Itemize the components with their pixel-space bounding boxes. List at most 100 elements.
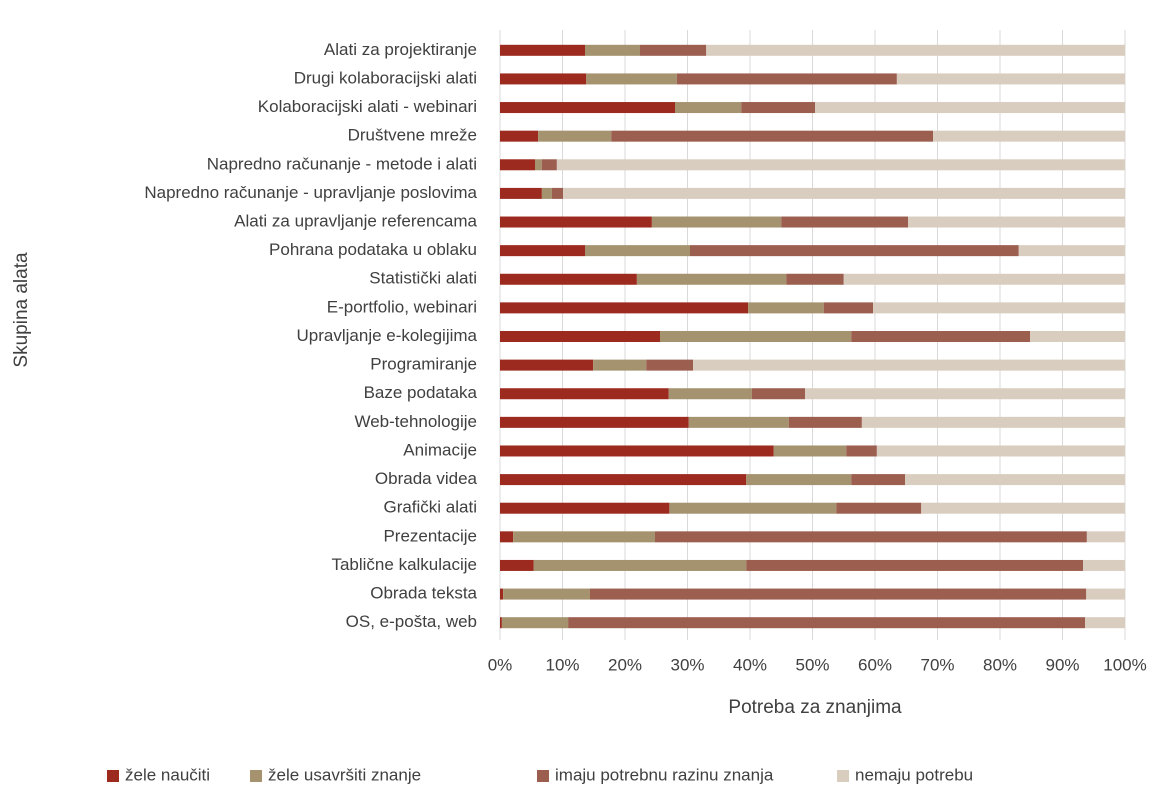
legend-swatch — [537, 770, 549, 782]
bar-segment — [781, 216, 909, 228]
bar-segment — [611, 130, 934, 142]
bar-segment — [535, 159, 542, 171]
bar-segment — [556, 159, 1125, 171]
legend-label: imaju potrebnu razinu znanja — [555, 765, 774, 784]
x-tick-label: 70% — [920, 655, 954, 674]
bar-segment — [748, 302, 824, 314]
bar-segment — [513, 531, 655, 543]
bar-segment — [788, 416, 862, 428]
bar-segment — [585, 44, 640, 56]
bar-segment — [538, 130, 612, 142]
bar-segment — [563, 187, 1125, 199]
bar-segment — [500, 531, 514, 543]
bar-segment — [655, 531, 1087, 543]
bar-segment — [668, 388, 752, 400]
y-axis-title: Skupina alata — [11, 252, 32, 368]
y-tick-label: OS, e-pošta, web — [346, 612, 477, 631]
bar-segment — [669, 502, 837, 514]
bar-segment — [500, 474, 747, 486]
y-tick-label: Grafički alati — [383, 498, 477, 517]
legend-label: žele usavršiti znanje — [268, 765, 421, 784]
bar-segment — [500, 388, 669, 400]
y-tick-label: Alati za upravljanje referencama — [234, 212, 477, 231]
bar-segment — [541, 159, 557, 171]
bar-segment — [500, 102, 675, 114]
bar-segment — [896, 73, 1125, 85]
bar-segment — [786, 273, 844, 285]
bar-segment — [843, 273, 1125, 285]
x-tick-label: 10% — [545, 655, 579, 674]
bar-segment — [500, 502, 670, 514]
y-tick-label: Animacije — [403, 440, 477, 459]
bar-segment — [746, 474, 852, 486]
legend-label: žele naučiti — [125, 765, 210, 784]
bar-segment — [640, 44, 707, 56]
bar-segment — [688, 416, 789, 428]
x-tick-label: 90% — [1045, 655, 1079, 674]
bar-segment — [500, 302, 749, 314]
bar-segment — [541, 187, 552, 199]
bar-segment — [675, 102, 742, 114]
bar-segment — [741, 102, 815, 114]
y-tick-label: Napredno računanje - metode i alati — [207, 154, 477, 173]
bar-segment — [805, 388, 1125, 400]
bar-segment — [500, 245, 585, 257]
bar-segment — [1086, 588, 1125, 600]
bar-segment — [676, 73, 897, 85]
bar-segment — [646, 359, 694, 371]
bar-segment — [500, 331, 660, 342]
bar-segment — [836, 502, 922, 514]
legend-swatch — [107, 770, 119, 782]
y-tick-label: Upravljanje e-kolegijima — [297, 326, 478, 345]
bar-segment — [585, 245, 690, 257]
bar-segment — [706, 44, 1125, 56]
bar-segment — [861, 416, 1125, 428]
bar-segment — [1018, 245, 1125, 257]
bar-segment — [921, 502, 1125, 514]
bar-segment — [500, 416, 689, 428]
bar-segment — [660, 331, 852, 342]
bar-segment — [500, 359, 594, 371]
bar-segment — [500, 588, 504, 600]
bar-segment — [876, 445, 1125, 457]
bar-segment — [533, 559, 747, 571]
y-tick-label: Alati za projektiranje — [324, 40, 477, 59]
bar-segment — [690, 245, 1019, 257]
bar-segment — [815, 102, 1125, 114]
y-tick-label: Drugi kolaboracijski alati — [294, 68, 477, 87]
bar-segment — [636, 273, 787, 285]
bar-segment — [500, 44, 585, 56]
x-tick-label: 40% — [733, 655, 767, 674]
bar-segment — [500, 187, 542, 199]
bar-segment — [500, 559, 534, 571]
bar-segment — [586, 73, 677, 85]
y-tick-label: Društvene mreže — [348, 126, 477, 145]
bar-segment — [746, 559, 1084, 571]
x-tick-label: 0% — [488, 655, 513, 674]
bar-segment — [873, 302, 1125, 314]
y-tick-label: Kolaboracijski alati - webinari — [258, 97, 477, 116]
bar-segment — [500, 273, 637, 285]
x-tick-label: 60% — [858, 655, 892, 674]
bar-segment — [590, 588, 1087, 600]
legend-label: nemaju potrebu — [855, 765, 973, 784]
bar-segment — [1086, 531, 1125, 543]
x-tick-label: 80% — [983, 655, 1017, 674]
y-tick-label: Prezentacije — [383, 526, 477, 545]
y-tick-label: Obrada videa — [375, 469, 478, 488]
bar-segment — [905, 474, 1125, 486]
bar-segment — [501, 617, 569, 629]
bar-segment — [851, 474, 905, 486]
bar-segment — [846, 445, 877, 457]
bar-segment — [1085, 617, 1125, 629]
x-tick-label: 100% — [1103, 655, 1146, 674]
bar-segment — [651, 216, 782, 228]
bar-segment — [500, 130, 539, 142]
bar-segment — [500, 216, 652, 228]
x-tick-label: 20% — [608, 655, 642, 674]
y-tick-label: Obrada teksta — [370, 584, 477, 603]
bar-segment — [500, 159, 535, 171]
legend-swatch — [837, 770, 849, 782]
bar-segment — [908, 216, 1125, 228]
bar-segment — [593, 359, 647, 371]
